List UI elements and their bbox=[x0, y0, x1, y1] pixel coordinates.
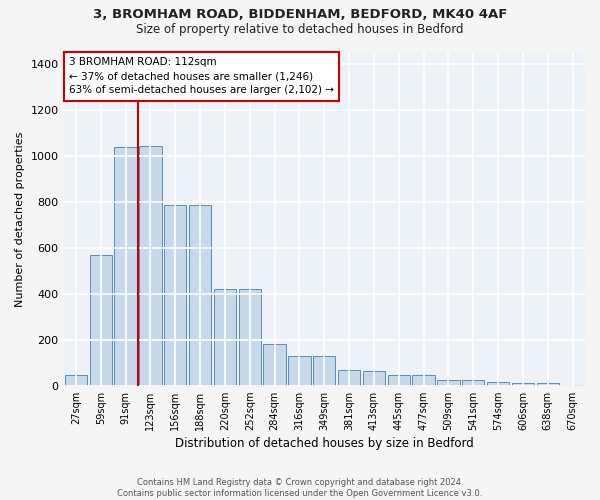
Bar bbox=[214, 289, 236, 386]
Bar bbox=[164, 206, 187, 386]
Bar bbox=[462, 380, 484, 386]
Bar bbox=[562, 384, 584, 386]
Bar bbox=[388, 374, 410, 386]
Bar bbox=[412, 374, 435, 386]
Bar bbox=[115, 146, 137, 386]
Bar bbox=[65, 376, 87, 386]
Bar bbox=[536, 384, 559, 386]
Bar bbox=[239, 289, 261, 386]
Bar bbox=[89, 254, 112, 386]
Bar bbox=[189, 206, 211, 386]
Text: Contains HM Land Registry data © Crown copyright and database right 2024.
Contai: Contains HM Land Registry data © Crown c… bbox=[118, 478, 482, 498]
Text: Size of property relative to detached houses in Bedford: Size of property relative to detached ho… bbox=[136, 22, 464, 36]
Y-axis label: Number of detached properties: Number of detached properties bbox=[15, 132, 25, 307]
Bar bbox=[512, 384, 534, 386]
Bar bbox=[288, 356, 311, 386]
Text: 3 BROMHAM ROAD: 112sqm
← 37% of detached houses are smaller (1,246)
63% of semi-: 3 BROMHAM ROAD: 112sqm ← 37% of detached… bbox=[69, 58, 334, 96]
Bar bbox=[437, 380, 460, 386]
Bar bbox=[338, 370, 360, 386]
Bar bbox=[363, 371, 385, 386]
X-axis label: Distribution of detached houses by size in Bedford: Distribution of detached houses by size … bbox=[175, 437, 473, 450]
Bar bbox=[263, 344, 286, 386]
Text: 3, BROMHAM ROAD, BIDDENHAM, BEDFORD, MK40 4AF: 3, BROMHAM ROAD, BIDDENHAM, BEDFORD, MK4… bbox=[93, 8, 507, 20]
Bar bbox=[139, 146, 161, 386]
Bar bbox=[487, 382, 509, 386]
Bar bbox=[313, 356, 335, 386]
